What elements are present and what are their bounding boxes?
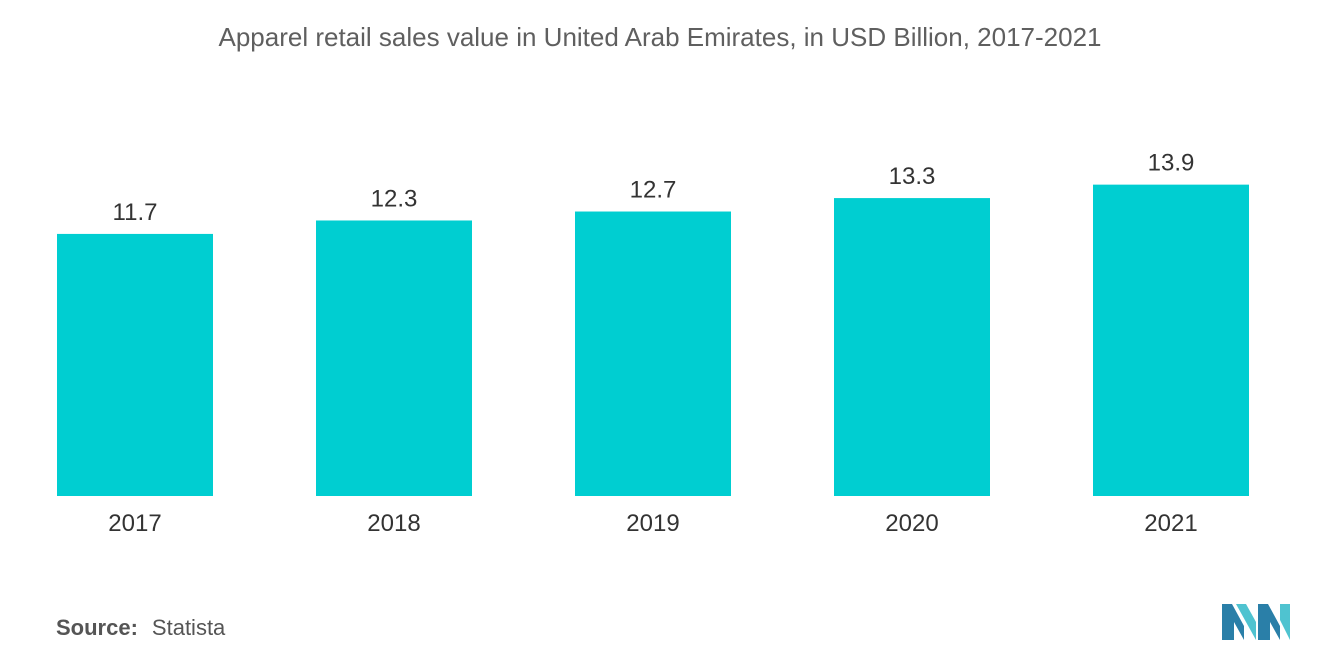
source-value: Statista (151, 615, 226, 640)
bar-2021 (1093, 184, 1249, 496)
bar-2019 (575, 211, 731, 496)
category-label-2020: 2020 (885, 510, 938, 537)
mordor-intelligence-logo-icon (1222, 604, 1290, 640)
category-label-2021: 2021 (1144, 510, 1197, 537)
category-labels-group: 2017 2018 2019 2020 2021 (108, 510, 1197, 537)
category-label-2017: 2017 (108, 510, 161, 537)
bars-group (57, 184, 1249, 497)
category-label-2019: 2019 (626, 510, 679, 537)
value-labels-group: 11.7 12.3 12.7 13.3 13.9 (113, 150, 1195, 226)
bar-2020 (834, 198, 990, 496)
value-label-2017: 11.7 (113, 199, 158, 226)
category-label-2018: 2018 (367, 510, 420, 537)
value-label-2018: 12.3 (371, 185, 418, 212)
bar-2017 (57, 233, 213, 497)
source-note: Source: Statista (56, 615, 225, 641)
value-label-2019: 12.7 (630, 177, 677, 204)
source-key: Source: (56, 615, 138, 640)
value-label-2020: 13.3 (889, 163, 936, 190)
chart-title: Apparel retail sales value in United Ara… (218, 22, 1102, 52)
bar-2018 (316, 220, 472, 497)
value-label-2021: 13.9 (1148, 150, 1195, 177)
